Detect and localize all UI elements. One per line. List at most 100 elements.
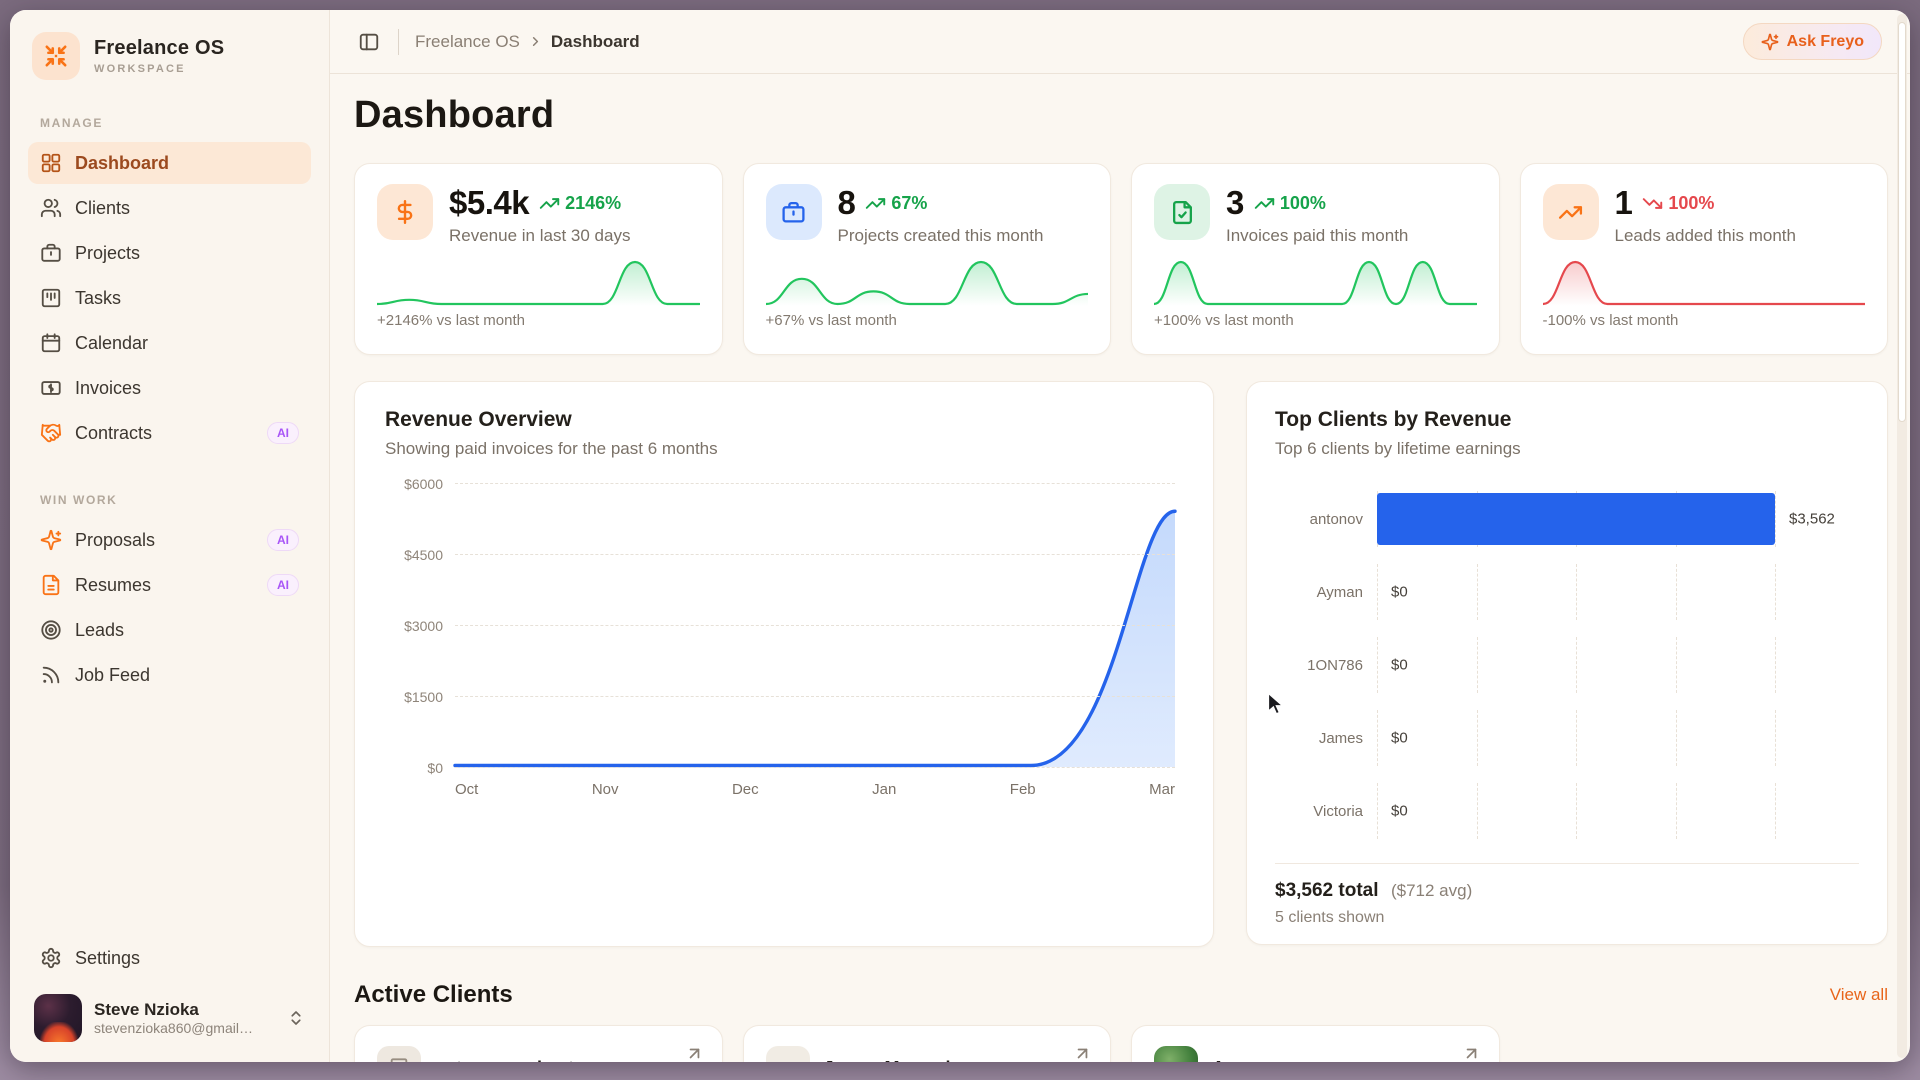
- client-bar-row: James $0: [1275, 708, 1859, 768]
- client-bar-label: antonov: [1309, 510, 1363, 528]
- gridline: $0: [427, 760, 1175, 776]
- top-clients-panel: Top Clients by Revenue Top 6 clients by …: [1246, 381, 1888, 945]
- user-menu[interactable]: Steve Nzioka stevenzioka860@gmail.c…: [28, 988, 311, 1044]
- chevron-right-icon: [532, 37, 539, 46]
- stat-card-invoices[interactable]: 3 100% Invoices paid this month +100% vs…: [1131, 163, 1500, 355]
- y-axis-tick: $0: [427, 760, 443, 776]
- gridline: $4500: [404, 547, 1175, 563]
- breadcrumb: Freelance OS Dashboard: [415, 32, 640, 52]
- top-clients-subtitle: Top 6 clients by lifetime earnings: [1275, 439, 1521, 458]
- sidebar-item-contracts[interactable]: Contracts AI: [28, 412, 311, 454]
- section-label-win-work: WIN WORK: [40, 493, 118, 507]
- sidebar-item-clients[interactable]: Clients: [28, 187, 311, 229]
- client-bar-label: James: [1318, 729, 1363, 747]
- handshake-icon: [40, 423, 62, 443]
- stat-footnote: +100% vs last month: [1154, 312, 1294, 329]
- arrow-up-right-icon[interactable]: [1462, 1044, 1481, 1062]
- dashboard-icon: [41, 153, 61, 173]
- stat-footnote: +67% vs last month: [765, 312, 897, 329]
- calendar-icon: [41, 333, 61, 353]
- client-bar-row: Ayman $0: [1275, 562, 1859, 622]
- workspace-logo-row[interactable]: Freelance OS WORKSPACE: [28, 32, 311, 80]
- stat-card-projects[interactable]: 8 67% Projects created this month +67% v…: [742, 163, 1111, 355]
- sidebar-item-tasks[interactable]: Tasks: [28, 277, 311, 319]
- revenue-overview-panel: Revenue Overview Showing paid invoices f…: [354, 381, 1214, 947]
- app-window: Freelance OS WORKSPACE MANAGE Dashboard …: [10, 10, 1910, 1062]
- client-card[interactable]: antonov and patners: [354, 1025, 723, 1062]
- sparkle-icon: [1761, 33, 1779, 50]
- user-email: stevenzioka860@gmail.c…: [94, 1020, 254, 1036]
- stat-label: Projects created this month: [837, 226, 1044, 245]
- top-clients-title: Top Clients by Revenue: [1275, 408, 1512, 431]
- stat-label: Leads added this month: [1614, 226, 1796, 245]
- x-axis-tick: Mar: [1149, 781, 1175, 798]
- banknote-icon: [41, 381, 61, 395]
- sidebar-item-calendar[interactable]: Calendar: [28, 322, 311, 364]
- briefcase-icon: [765, 184, 822, 240]
- sidebar-item-leads[interactable]: Leads: [28, 609, 311, 651]
- building-icon: [377, 1046, 421, 1062]
- dollar-icon: [377, 184, 433, 240]
- scrollbar-thumb[interactable]: [1898, 22, 1906, 422]
- sparkline-chart: [1542, 256, 1865, 306]
- clients-total: $3,562 total: [1275, 880, 1379, 901]
- client-card[interactable]: Ayman: [1131, 1025, 1500, 1062]
- stat-card-leads[interactable]: 1 100% Leads added this month -100% vs l…: [1519, 163, 1888, 355]
- trending-down-icon: [1643, 197, 1663, 209]
- main-area: Freelance OS Dashboard Ask Freyo Dashboa…: [330, 10, 1910, 1062]
- users-icon: [40, 198, 62, 218]
- top-clients-footer: $3,562 total ($712 avg) 5 clients shown: [1275, 863, 1859, 927]
- avatar: JM: [765, 1046, 810, 1062]
- x-axis-tick: Feb: [1009, 781, 1036, 798]
- chevrons-up-down-icon: [291, 1011, 301, 1025]
- gridline: $3000: [404, 618, 1175, 634]
- sparkline-chart: [377, 256, 700, 306]
- sparkles-icon: [40, 529, 62, 551]
- y-axis-tick: $6000: [404, 476, 443, 492]
- revenue-chart-subtitle: Showing paid invoices for the past 6 mon…: [385, 439, 718, 458]
- stat-value: 1: [1614, 184, 1633, 221]
- panel-left-icon: [359, 33, 379, 50]
- revenue-bar[interactable]: [1377, 493, 1775, 545]
- x-axis-tick: Jan: [872, 781, 897, 798]
- sidebar-item-resumes[interactable]: Resumes AI: [28, 564, 311, 606]
- arrow-up-right-icon[interactable]: [685, 1044, 704, 1062]
- client-bar-row: 1ON786 $0: [1275, 635, 1859, 695]
- stat-value: 3: [1226, 184, 1244, 221]
- arrow-up-right-icon[interactable]: [1073, 1044, 1092, 1062]
- sidebar-item-dashboard[interactable]: Dashboard: [28, 142, 311, 184]
- trending-up-icon: [866, 197, 886, 209]
- client-bar-value: $0: [1391, 729, 1408, 747]
- client-bar-row: Victoria $0: [1275, 781, 1859, 841]
- ask-freyo-button[interactable]: Ask Freyo: [1742, 23, 1882, 60]
- sidebar-item-projects[interactable]: Projects: [28, 232, 311, 274]
- client-bar-row: antonov $3,562: [1275, 489, 1859, 549]
- y-axis-tick: $1500: [404, 689, 443, 705]
- x-axis-tick: Dec: [731, 781, 759, 798]
- sidebar-item-invoices[interactable]: Invoices: [28, 367, 311, 409]
- trending-up-icon: [539, 197, 560, 209]
- client-name: Ayman: [1212, 1058, 1477, 1063]
- stat-value: 8: [837, 184, 856, 221]
- trending-up-icon: [1254, 197, 1275, 209]
- kanban-icon: [41, 288, 61, 308]
- client-bar-value: $0: [1391, 583, 1408, 601]
- client-bar-label: 1ON786: [1307, 656, 1363, 674]
- sidebar-item-proposals[interactable]: Proposals AI: [28, 519, 311, 561]
- breadcrumb-current: Dashboard: [550, 31, 640, 51]
- rss-icon: [42, 666, 60, 684]
- scrollbar-track[interactable]: [1897, 14, 1907, 1058]
- sidebar-toggle-button[interactable]: [356, 29, 382, 55]
- gridline: $1500: [404, 689, 1175, 705]
- sidebar-item-job-feed[interactable]: Job Feed: [28, 654, 311, 696]
- stat-footnote: +2146% vs last month: [377, 312, 526, 329]
- file-text-icon: [42, 574, 60, 596]
- trend-up: 2146%: [539, 193, 621, 214]
- client-card[interactable]: JM James Mwangi: [742, 1025, 1111, 1062]
- view-all-link[interactable]: View all: [1829, 985, 1888, 1004]
- breadcrumb-root[interactable]: Freelance OS: [415, 31, 520, 51]
- trending-up-icon: [1542, 184, 1599, 240]
- section-label-manage: MANAGE: [40, 116, 103, 130]
- sidebar-item-settings[interactable]: Settings: [28, 937, 311, 979]
- stat-card-revenue[interactable]: $5.4k 2146% Revenue in last 30 days +214…: [354, 163, 723, 355]
